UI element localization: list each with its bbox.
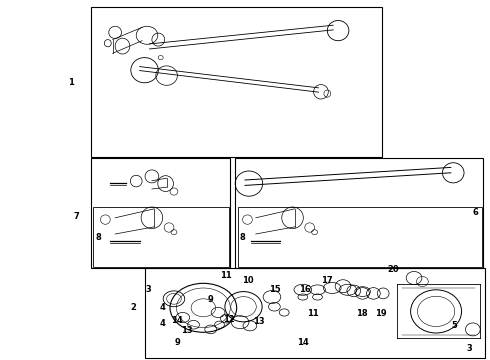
Text: 1: 1 (68, 78, 74, 87)
Text: 16: 16 (299, 285, 311, 294)
Text: 3: 3 (466, 344, 472, 353)
Text: 12: 12 (223, 315, 235, 324)
Bar (238, 207, 482, 267)
Text: 20: 20 (387, 265, 399, 274)
Text: 7: 7 (73, 212, 79, 220)
Text: 17: 17 (321, 276, 333, 285)
Bar (235, 158, 483, 268)
Text: 13: 13 (181, 326, 193, 335)
Bar (93, 207, 229, 267)
Text: 19: 19 (375, 309, 387, 318)
Text: 2: 2 (130, 303, 136, 312)
Text: 8: 8 (95, 233, 101, 242)
Text: 5: 5 (452, 321, 458, 330)
Text: 15: 15 (270, 285, 281, 294)
Text: 11: 11 (307, 309, 318, 318)
Text: 8: 8 (240, 233, 245, 242)
Text: 13: 13 (253, 317, 265, 325)
Bar (145, 268, 485, 358)
Text: 18: 18 (356, 309, 368, 318)
Bar (91, 7, 382, 157)
Text: 10: 10 (242, 276, 253, 285)
Text: 3: 3 (145, 285, 151, 294)
Text: 6: 6 (472, 208, 478, 217)
Text: 4: 4 (160, 320, 166, 328)
Text: 9: 9 (174, 338, 180, 347)
Text: 14: 14 (297, 338, 309, 347)
Text: 4: 4 (160, 303, 166, 312)
Text: 11: 11 (220, 271, 232, 280)
Bar (91, 158, 230, 268)
Text: 9: 9 (208, 295, 214, 304)
Text: 14: 14 (172, 316, 183, 325)
